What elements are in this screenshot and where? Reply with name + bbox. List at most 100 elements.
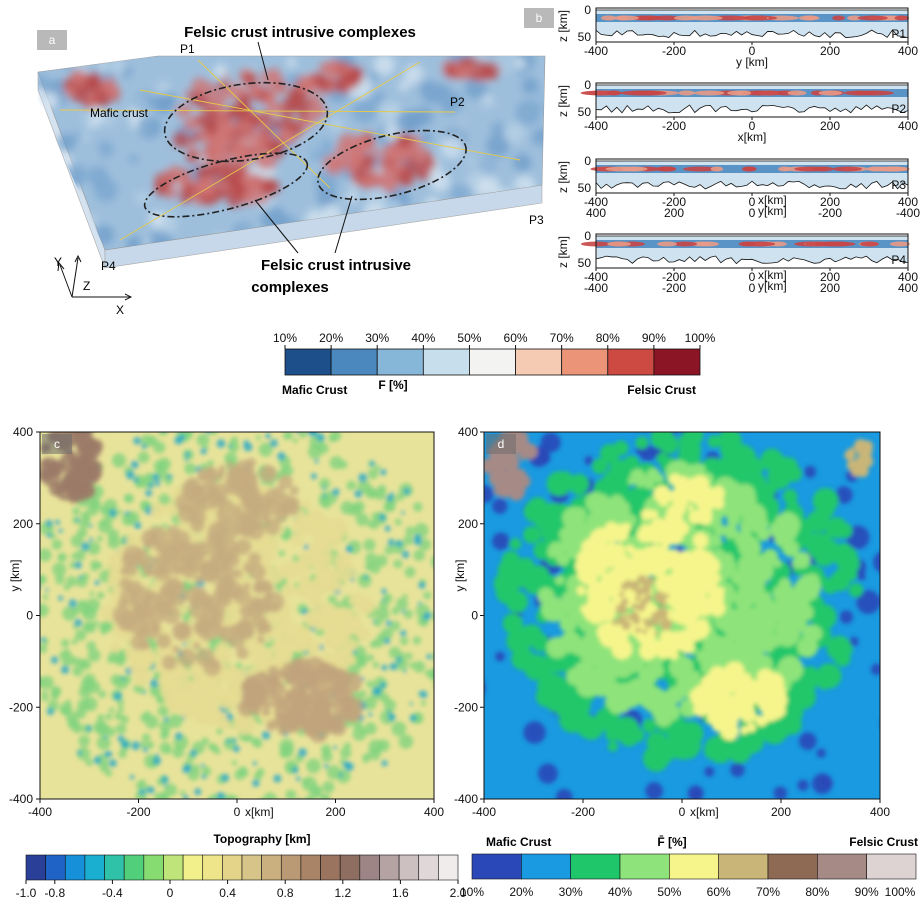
colorbar-c-segment [104, 854, 125, 881]
xlabel: x[km] [690, 805, 719, 819]
colorbar-d-ticklabel: 50% [657, 885, 681, 899]
colorbar-f-segment [607, 348, 655, 376]
crust-blob [513, 153, 532, 173]
felsic-blob [346, 71, 359, 84]
profile-felsic-lens [738, 241, 757, 247]
map-patch [57, 552, 68, 562]
map-patch [250, 737, 260, 746]
map-patch [655, 573, 676, 595]
crust-blob [384, 225, 396, 237]
map-patch [735, 409, 755, 429]
map-patch [333, 745, 337, 750]
colorbar-c-segment [64, 854, 86, 881]
profile-xticklabel: 0 [749, 119, 756, 133]
map-patch [521, 443, 538, 460]
profile-felsic-lens [672, 241, 698, 247]
map-patch [430, 555, 434, 568]
map-patch [207, 459, 214, 467]
map-patch [232, 745, 240, 753]
colorbar-f-ticklabel: 50% [457, 331, 481, 345]
map-patch [554, 471, 574, 491]
map-patch [274, 703, 292, 721]
map-patch [130, 663, 142, 675]
map-patch [819, 775, 832, 789]
map-patch [194, 617, 214, 637]
map-patch [401, 609, 406, 614]
map-patch [158, 671, 175, 689]
map-patch [318, 694, 330, 706]
crust-blob [521, 77, 539, 95]
profile-felsic-lens [794, 166, 828, 172]
map-patch [265, 583, 274, 593]
profile-felsic-lens [693, 90, 725, 96]
map-patch [382, 598, 386, 602]
colorbar-d-ticklabel: 30% [559, 885, 583, 899]
map-patch [373, 620, 377, 624]
map-patch [175, 732, 183, 740]
profile-zlabel: z [km] [556, 85, 570, 117]
map-patch [555, 788, 573, 799]
profile-felsic-lens [622, 166, 648, 172]
map-patch [161, 775, 169, 784]
map-patch [679, 639, 695, 654]
felsic-blob [281, 132, 290, 141]
map-patch [791, 557, 804, 569]
colorbar-c-segment [123, 854, 145, 881]
crust-blob [60, 195, 76, 211]
map-patch [645, 622, 652, 629]
felsic-blob [178, 187, 185, 194]
map-patch [125, 532, 142, 549]
map-patch [378, 600, 389, 611]
colorbar-f-left-label: Mafic Crust [282, 383, 347, 397]
ylabel: y [km] [8, 560, 22, 592]
map-patch [418, 581, 426, 589]
crust-blob [43, 161, 52, 170]
crust-blob [136, 56, 148, 68]
map-patch [261, 707, 271, 717]
map-patch [110, 674, 123, 686]
map-patch [811, 604, 837, 630]
colorbar-c-segment [143, 854, 164, 881]
map-patch [354, 489, 363, 498]
map-patch [709, 818, 720, 829]
map-patch [117, 735, 125, 743]
map-patch [292, 437, 298, 444]
map-patch [492, 498, 508, 514]
profile-xticklabel: 0 [749, 44, 756, 58]
panel-a-letter: a [49, 33, 56, 47]
map-patch [154, 480, 161, 487]
map-patch [797, 779, 809, 791]
map-patch [212, 712, 228, 728]
map-patch [231, 760, 238, 766]
colorbar-c-segment [438, 854, 459, 881]
profile-xticklabel: -200 [662, 270, 686, 284]
map-patch [324, 668, 338, 682]
map-patch [96, 535, 103, 542]
map-patch [93, 756, 102, 764]
map-patch [136, 647, 156, 667]
profile-xticklabel-secondary: -400 [896, 206, 920, 220]
crust-blob [486, 133, 510, 158]
map-patch [124, 493, 134, 504]
colorbar-f-title: F [%] [378, 378, 407, 392]
crust-blob [504, 122, 525, 144]
map-patch [28, 597, 32, 601]
map-patch [366, 654, 374, 662]
map-patch [182, 794, 189, 799]
map-patch [595, 712, 608, 725]
map-patch [263, 518, 281, 535]
profile-xticklabel: -200 [662, 44, 686, 58]
map-patch [158, 432, 168, 436]
map-patch [381, 664, 388, 671]
felsic-blob [191, 132, 201, 142]
map-patch [177, 648, 196, 667]
map-patch [40, 457, 60, 477]
map-patch [499, 471, 510, 482]
map-patch [46, 532, 52, 538]
map-patch [45, 588, 49, 592]
map-patch [322, 486, 327, 490]
map-patch [839, 610, 853, 624]
map-patch [318, 661, 331, 673]
map-patch [559, 631, 582, 653]
felsic-blob [323, 60, 341, 77]
